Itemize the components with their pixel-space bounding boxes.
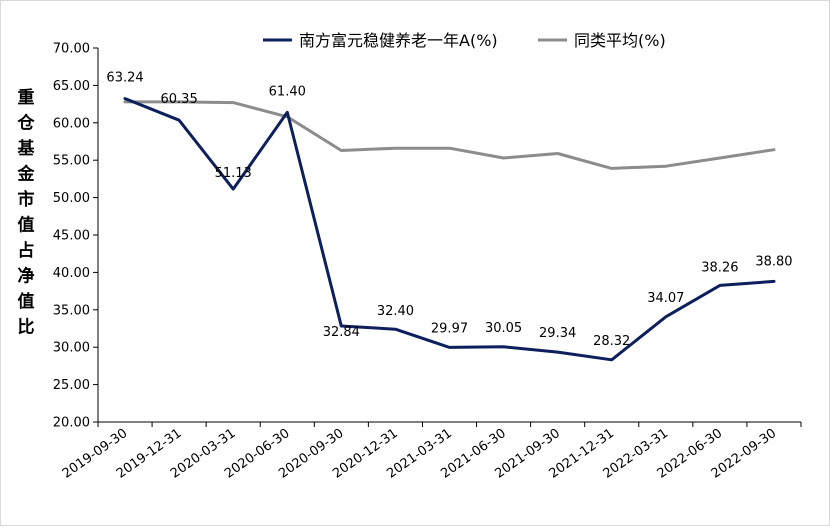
y-axis-title-char: 值: [18, 291, 35, 312]
y-axis-title-char: 基: [17, 138, 36, 159]
series-line-peer-average: [123, 100, 776, 170]
legend-item-fund: 南方富元稳健养老一年A(%): [263, 31, 498, 50]
x-axis-ticks: 2019-09-302019-12-312020-03-312020-06-30…: [60, 422, 802, 482]
data-label: 60.35: [161, 92, 198, 107]
y-tick-label: 50.00: [53, 191, 90, 206]
y-tick-label: 40.00: [53, 266, 90, 281]
data-label: 38.26: [701, 260, 738, 275]
y-axis-title-char: 仓: [17, 113, 36, 134]
series-lines: [123, 97, 776, 362]
data-labels: 63.24 60.35 51.13 61.40 32.84 32.40 29.97 30.05…: [106, 71, 792, 349]
y-tick-label: 45.00: [53, 229, 90, 244]
y-axis-title-char: 重: [18, 87, 35, 108]
data-label: 29.97: [431, 321, 468, 336]
data-label: 63.24: [106, 71, 143, 86]
data-label: 30.05: [485, 321, 522, 336]
legend-item-peer-average: 同类平均(%): [538, 31, 666, 50]
y-axis-title-char: 值: [18, 215, 35, 236]
y-tick-label: 35.00: [53, 303, 90, 318]
legend-label: 同类平均(%): [574, 31, 666, 50]
y-tick-label: 20.00: [53, 416, 90, 431]
legend: 南方富元稳健养老一年A(%) 同类平均(%): [263, 31, 666, 50]
legend-label: 南方富元稳健养老一年A(%): [299, 31, 498, 50]
data-label: 38.80: [755, 254, 792, 269]
series-line-fund: [123, 97, 776, 362]
y-axis-title-char: 占: [18, 240, 35, 261]
y-axis-title-char: 净: [18, 266, 35, 287]
data-label: 29.34: [539, 326, 576, 341]
axes: [97, 48, 801, 423]
y-tick-label: 30.00: [53, 341, 90, 356]
y-tick-label: 25.00: [53, 378, 90, 393]
y-tick-label: 65.00: [53, 79, 90, 94]
y-axis-title-char: 金: [17, 164, 36, 185]
y-axis-ticks: 20.00 25.00 30.00 35.00 40.00 45.00 50.00 55.00…: [53, 42, 98, 431]
y-tick-label: 55.00: [53, 154, 90, 169]
y-axis-title-char: 比: [18, 317, 35, 338]
data-label: 61.40: [269, 84, 306, 99]
y-axis-title-char: 市: [18, 189, 35, 210]
data-label: 32.40: [377, 304, 414, 319]
data-label: 51.13: [215, 166, 252, 181]
y-tick-label: 70.00: [53, 42, 90, 57]
data-label: 32.84: [323, 325, 360, 340]
y-tick-label: 60.00: [53, 116, 90, 131]
data-label: 34.07: [647, 291, 684, 306]
data-label: 28.32: [593, 334, 630, 349]
